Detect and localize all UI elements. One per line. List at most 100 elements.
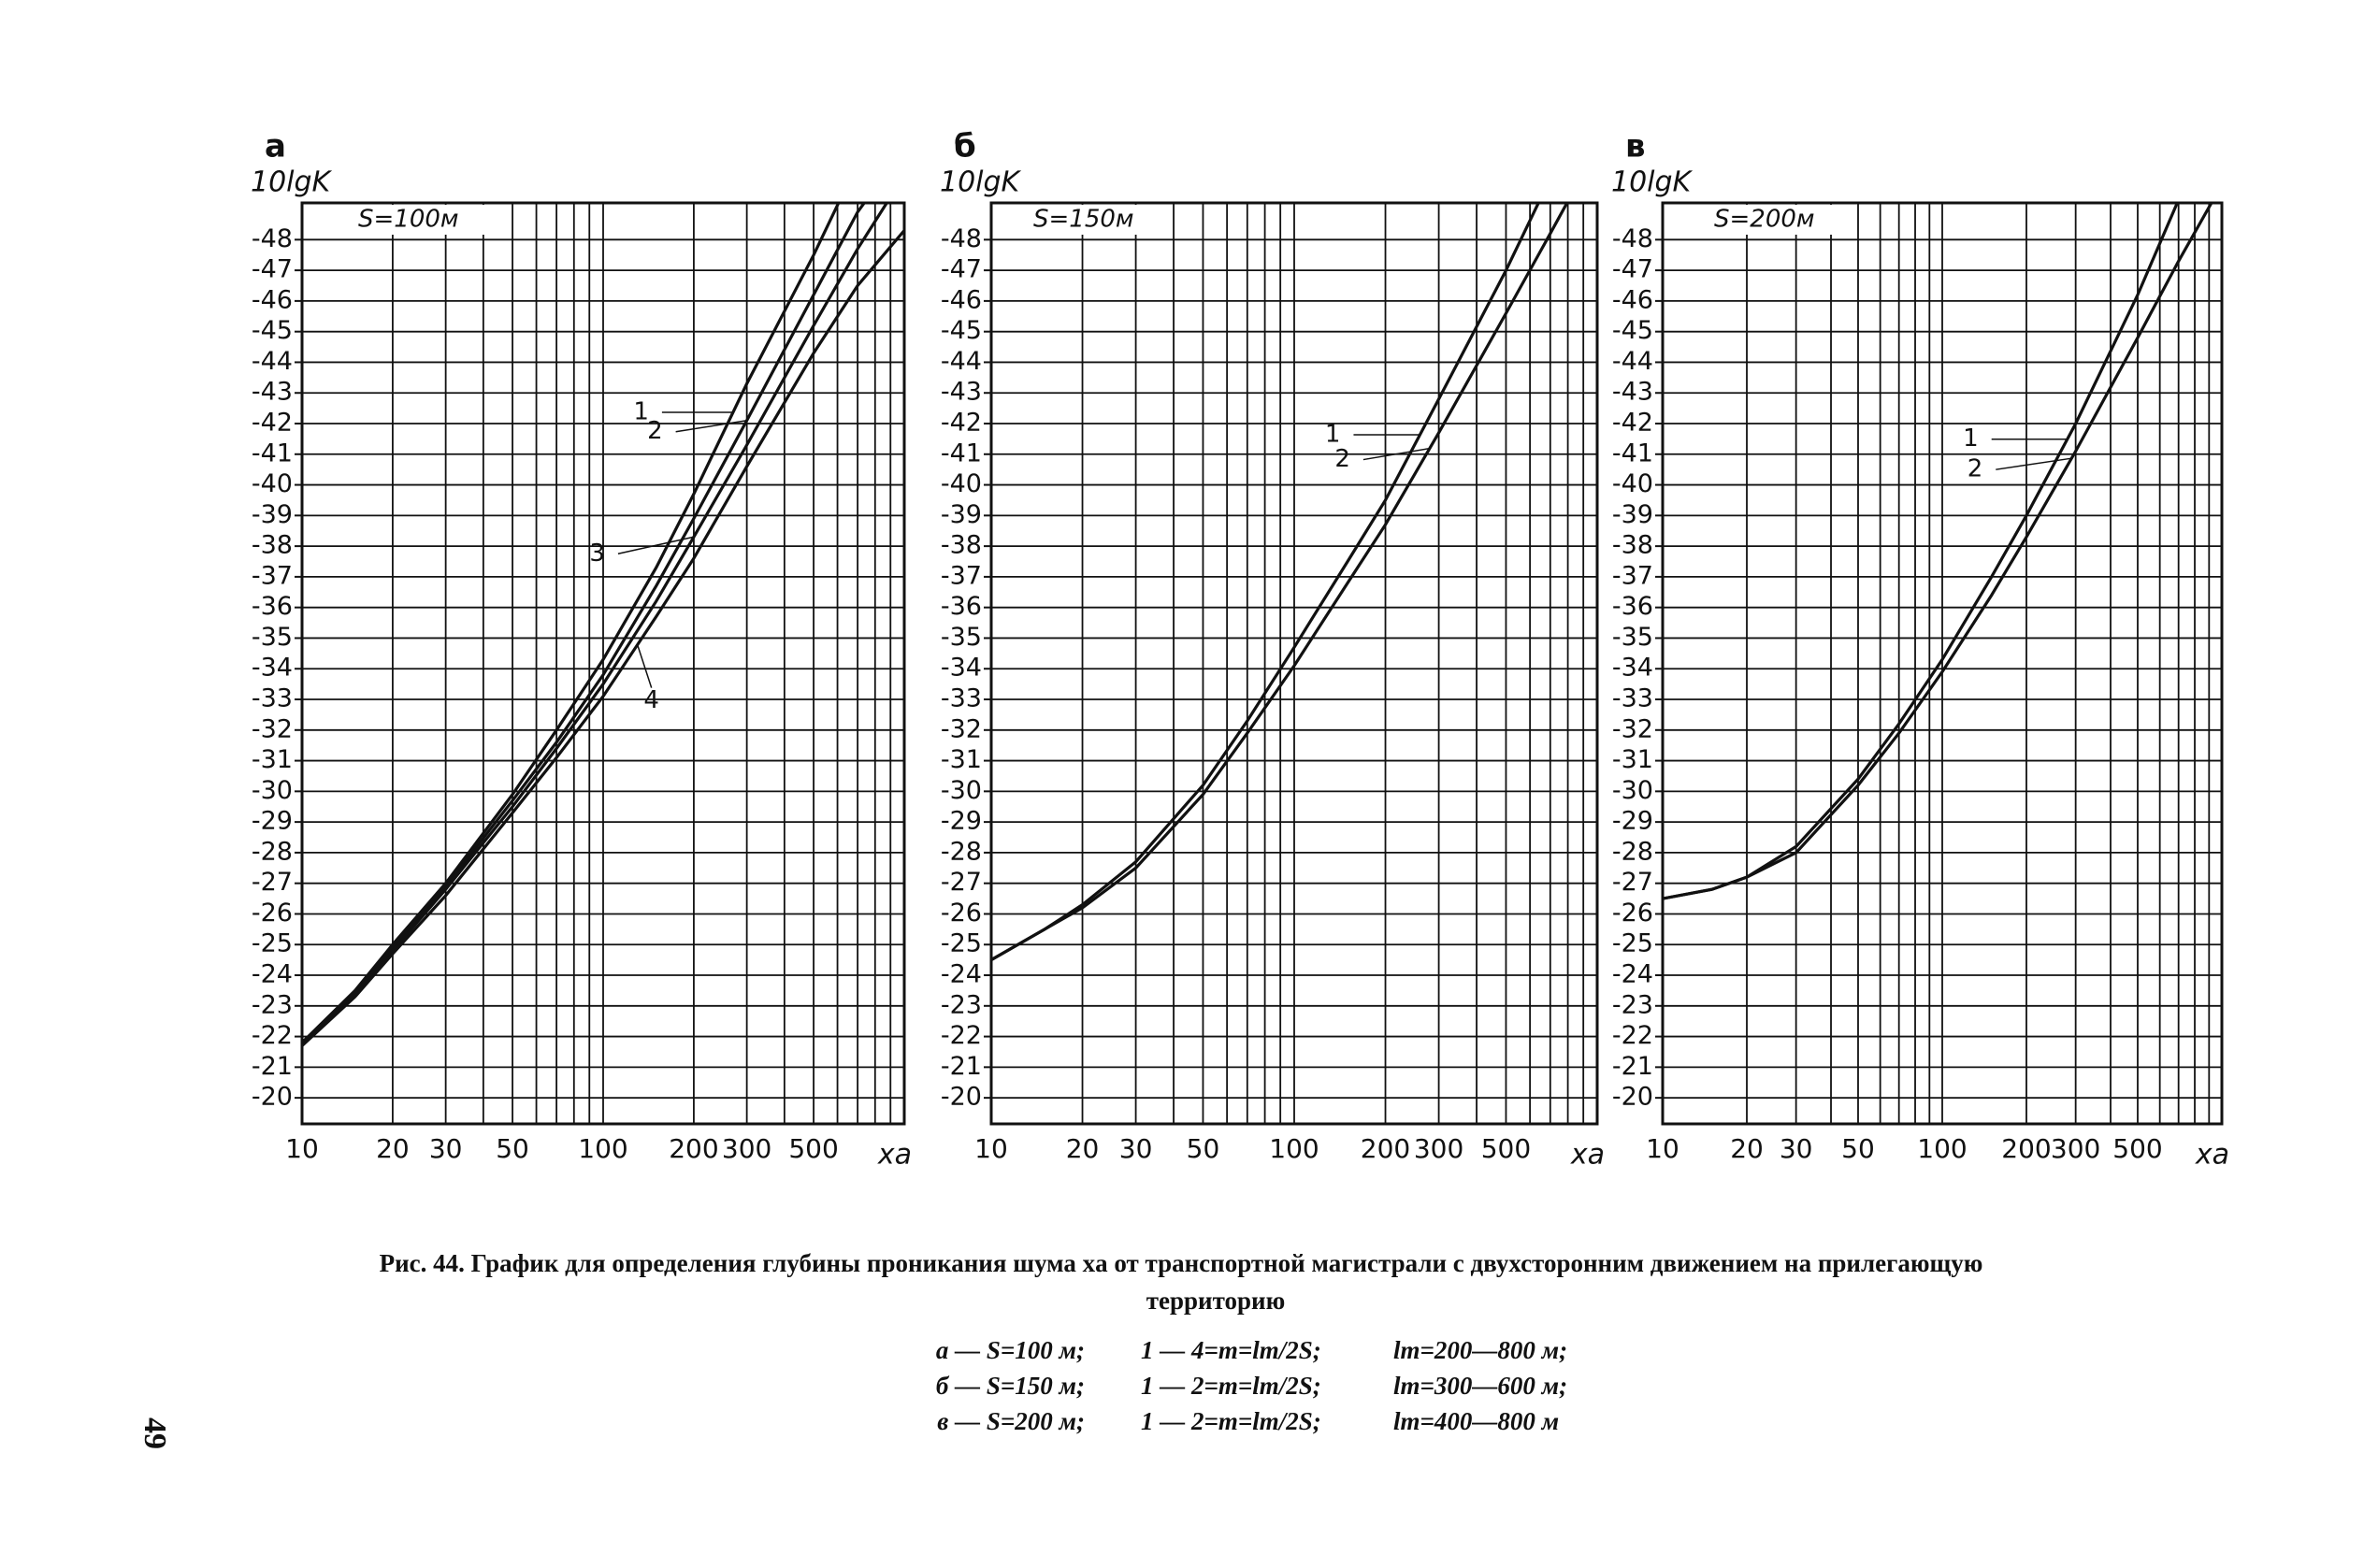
y-tick-label: -36 [252,592,293,621]
curve-label: 2 [647,417,663,445]
annotation-box [1026,205,1166,235]
y-tick-label: -41 [1612,439,1653,468]
x-tick-label: 10 [1646,1133,1679,1164]
x-tick-label: 100 [578,1133,627,1164]
note: 1 — 2=m=lт/2S; [1141,1372,1321,1400]
page-number: 49 [137,1417,172,1449]
y-tick-label: -27 [252,868,293,897]
x-tick-label: 30 [1119,1133,1153,1164]
y-tick-label: -23 [1612,990,1653,1019]
note: в — S=200 м; [937,1407,1085,1435]
y-axis-label: 10lgK [1611,166,1694,199]
y-tick-label: -40 [252,469,293,498]
note: 1 — 4=m=lт/2S; [1141,1336,1321,1364]
y-tick-label: -29 [252,807,293,836]
y-tick-label: -25 [1612,929,1653,958]
y-tick-label: -37 [1612,561,1653,590]
y-tick-label: -39 [941,500,982,529]
y-tick-label: -47 [252,255,293,284]
y-tick-label: -34 [1612,654,1653,683]
x-tick-label: 20 [1730,1133,1764,1164]
y-tick-label: -27 [1612,868,1653,897]
y-tick-label: -44 [941,347,982,376]
y-tick-label: -26 [1612,899,1653,928]
x-tick-label: 50 [496,1133,529,1164]
y-tick-label: -28 [252,837,293,866]
y-tick-label: -34 [252,654,293,683]
y-tick-label: -31 [941,745,982,774]
y-tick-label: -28 [1612,837,1653,866]
x-tick-label: 500 [1481,1133,1531,1164]
x-tick-label: 30 [1780,1133,1813,1164]
y-tick-label: -35 [1612,623,1653,652]
y-tick-label: -21 [252,1052,293,1081]
y-tick-label: -37 [252,561,293,590]
y-tick-label: -30 [1612,776,1653,805]
y-tick-label: -38 [941,531,982,560]
y-tick-label: -26 [941,899,982,928]
y-tick-label: -32 [1612,714,1653,743]
y-tick-label: -42 [1612,409,1653,438]
x-tick-label: 50 [1187,1133,1220,1164]
y-tick-label: -29 [1612,807,1653,836]
y-axis-label: 10lgK [251,166,333,199]
curve [991,203,1569,961]
y-tick-label: -43 [1612,378,1653,407]
annotation: S=200м [1714,206,1815,234]
y-tick-label: -40 [941,469,982,498]
y-tick-label: -42 [941,409,982,438]
y-tick-label: -26 [252,899,293,928]
curve [1663,203,2180,900]
y-tick-label: -41 [252,439,293,468]
curve-label: 1 [1963,424,1979,453]
y-tick-label: -39 [252,500,293,529]
annotation: S=100м [358,206,459,234]
chart: -20-21-22-23-24-25-26-27-28-29-30-31-32-… [251,128,912,1172]
chart: -20-21-22-23-24-25-26-27-28-29-30-31-32-… [1611,128,2229,1172]
leader-line [617,536,695,555]
y-tick-label: -24 [1612,960,1653,989]
y-tick-label: -44 [252,347,293,376]
y-tick-label: -39 [1612,500,1653,529]
note: lт=300—600 м; [1393,1372,1567,1400]
y-tick-label: -29 [941,807,982,836]
x-tick-label: 30 [429,1133,463,1164]
y-tick-label: -33 [1612,684,1653,713]
panel-label: в [1625,128,1646,165]
y-tick-label: -25 [941,929,982,958]
y-tick-label: -40 [1612,469,1653,498]
y-tick-label: -46 [1612,285,1653,314]
y-tick-label: -33 [252,684,293,713]
y-tick-label: -43 [941,378,982,407]
y-tick-label: -23 [252,990,293,1019]
x-tick-label: 50 [1841,1133,1875,1164]
x-tick-label: 500 [788,1133,838,1164]
x-tick-label: 20 [376,1133,410,1164]
y-tick-label: -48 [252,224,293,253]
curve [302,229,904,1047]
y-tick-label: -27 [941,868,982,897]
y-tick-label: -46 [252,285,293,314]
curve-label: 2 [1968,455,1983,483]
x-tick-label: 10 [974,1133,1008,1164]
y-tick-label: -21 [1612,1052,1653,1081]
note: б — S=150 м; [936,1372,1085,1400]
note: lт=200—800 м; [1393,1336,1567,1364]
x-tick-label: 200 [2001,1133,2051,1164]
y-tick-label: -38 [252,531,293,560]
note: lт=400—800 м [1393,1407,1559,1435]
y-tick-label: -30 [252,776,293,805]
y-tick-label: -45 [252,316,293,345]
leader-line [1996,457,2072,470]
y-tick-label: -22 [1612,1021,1653,1050]
y-tick-label: -45 [941,316,982,345]
y-tick-label: -38 [1612,531,1653,560]
x-axis-label: xа [877,1139,912,1172]
curve-label: 4 [643,686,659,714]
curve [302,203,867,1044]
panel-label: а [265,128,286,165]
y-tick-label: -20 [1612,1083,1653,1112]
y-tick-label: -22 [252,1021,293,1050]
y-tick-label: -25 [252,929,293,958]
